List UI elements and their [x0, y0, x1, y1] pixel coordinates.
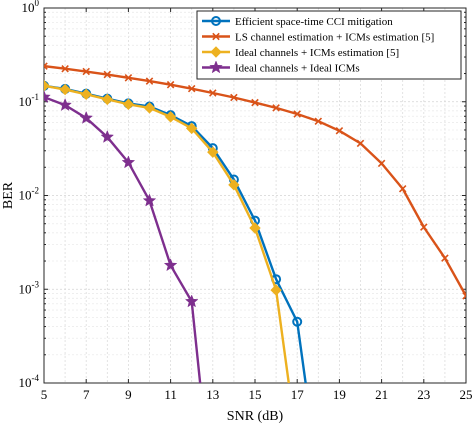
- series-ideal-channels-icms-estimation-5: [44, 80, 290, 383]
- x-axis-label: SNR (dB): [227, 409, 284, 424]
- data-point: [292, 316, 303, 327]
- series-line: [44, 96, 202, 383]
- data-point: [44, 80, 50, 92]
- series-line: [44, 84, 307, 383]
- x-tick-label: 5: [41, 387, 48, 402]
- y-tick-label: 10-1: [19, 92, 40, 109]
- y-tick-label: 10-2: [19, 186, 40, 203]
- data-point: [163, 258, 178, 272]
- legend-entry: Ideal channels + Ideal ICMs: [202, 60, 360, 75]
- legend-marker: [209, 60, 223, 74]
- data-point: [462, 292, 466, 300]
- legend-entry: Efficient space-time CCI mitigation: [202, 16, 393, 28]
- series-ideal-channels-ideal-icms: [44, 89, 202, 383]
- data-point: [441, 254, 449, 262]
- x-tick-label: 7: [83, 387, 90, 402]
- x-tick-label: 11: [164, 387, 177, 402]
- legend-marker: [210, 46, 222, 58]
- data-point: [377, 159, 386, 168]
- data-point: [44, 62, 48, 70]
- x-tick-label: 17: [291, 387, 305, 402]
- x-tick-label: 21: [375, 387, 388, 402]
- data-point: [356, 139, 365, 148]
- data-point: [61, 64, 69, 73]
- data-point: [142, 193, 157, 207]
- data-point: [187, 84, 196, 93]
- legend-label: Efficient space-time CCI mitigation: [235, 16, 393, 28]
- data-point: [230, 93, 238, 102]
- data-point: [101, 93, 114, 106]
- data-point: [103, 70, 112, 79]
- data-point: [164, 111, 177, 123]
- y-axis-label: BER: [1, 181, 16, 209]
- data-point: [249, 222, 261, 234]
- x-tick-label: 9: [125, 387, 132, 402]
- data-point: [270, 284, 282, 296]
- series-efficient-space-time-cci-mitigation: [44, 80, 307, 383]
- data-point: [124, 74, 133, 82]
- data-point: [251, 98, 259, 107]
- legend-label: LS channel estimation + ICMs estimation …: [235, 32, 434, 44]
- data-point: [143, 102, 156, 114]
- x-tick-label: 23: [417, 387, 430, 402]
- data-point: [228, 179, 240, 191]
- data-point: [185, 122, 198, 135]
- legend-entry: LS channel estimation + ICMs estimation …: [202, 32, 434, 44]
- data-point: [80, 88, 92, 101]
- data-point: [166, 80, 175, 89]
- data-point: [184, 294, 199, 308]
- data-point: [145, 77, 154, 85]
- legend-label: Ideal channels + ICMs estimation [5]: [235, 47, 399, 59]
- data-point: [398, 184, 407, 193]
- series-ls-channel-estimation-icms-estimation-5: [44, 62, 466, 300]
- data-point: [59, 83, 71, 96]
- x-tick-label: 25: [460, 387, 473, 402]
- data-point: [420, 223, 428, 231]
- data-point: [79, 110, 94, 124]
- data-point: [82, 67, 90, 76]
- x-tick-label: 15: [249, 387, 262, 402]
- legend-label: Ideal channels + Ideal ICMs: [235, 63, 360, 75]
- legend: Efficient space-time CCI mitigation LS ch…: [196, 10, 462, 80]
- legend-entry: Ideal channels + ICMs estimation [5]: [202, 46, 399, 59]
- y-tick-label: 100: [22, 0, 40, 15]
- data-point: [100, 129, 115, 143]
- x-tick-label: 13: [206, 387, 219, 402]
- y-tick-label: 10-3: [19, 279, 40, 296]
- data-point: [272, 104, 280, 112]
- legend-box: [196, 10, 462, 80]
- data-point: [207, 146, 219, 158]
- legend-marker: [211, 16, 221, 26]
- axis-ticks: 5 7 9 11 13 15 17 19 21 23 25 100 10-1 10-2 10-3 10-4: [19, 0, 473, 402]
- data-point: [314, 117, 323, 125]
- data-point: [209, 89, 217, 97]
- data-point: [44, 89, 51, 103]
- x-tick-label: 19: [333, 387, 346, 402]
- legend-marker: [212, 32, 220, 41]
- data-point: [121, 155, 136, 169]
- data-point: [293, 110, 301, 118]
- data-point: [122, 98, 135, 110]
- data-point: [335, 127, 344, 135]
- y-tick-label: 10-4: [19, 373, 40, 390]
- series-layer: [44, 62, 466, 383]
- data-point: [58, 97, 72, 111]
